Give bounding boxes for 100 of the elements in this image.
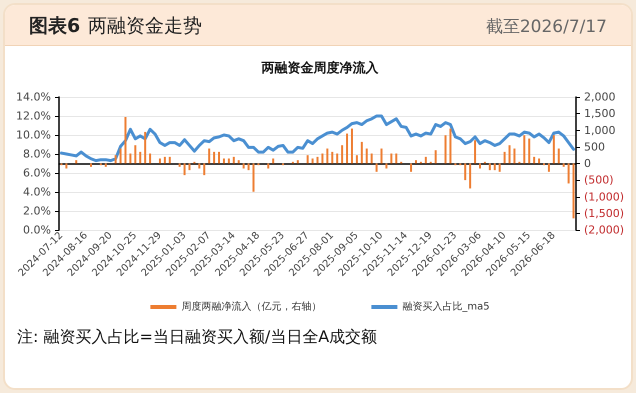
bar — [414, 160, 417, 164]
bar — [464, 164, 466, 180]
line-series — [60, 114, 576, 162]
bar — [222, 158, 225, 164]
bar — [242, 164, 245, 168]
bar — [508, 145, 511, 164]
y-tick-label: 8.0% — [23, 148, 51, 160]
legend-label: 融资买入占比_ma5 — [402, 300, 490, 312]
y2-tick-label: 1,000 — [584, 124, 616, 137]
bar — [184, 164, 186, 176]
y2-tick-label: 2,000 — [584, 90, 616, 104]
bar — [139, 152, 142, 164]
y-tick-label: 6.0% — [23, 166, 51, 180]
bar — [424, 156, 427, 164]
bar — [252, 164, 254, 192]
bar — [346, 134, 348, 164]
bar — [218, 152, 220, 164]
y2-tick-label: 500 — [584, 140, 605, 154]
bar — [562, 164, 565, 167]
bar — [360, 142, 363, 164]
bar — [144, 132, 146, 164]
y2-tick-label: (1,500) — [584, 206, 624, 220]
bar — [376, 164, 378, 172]
y-tick-label: 10.0% — [16, 128, 51, 142]
bar — [331, 152, 334, 164]
bar — [478, 164, 481, 168]
y-tick-label: 12.0% — [16, 110, 51, 122]
bar — [124, 116, 126, 164]
bar — [158, 158, 161, 164]
text: 截至2026/7/17 — [486, 16, 607, 38]
bar — [213, 152, 216, 164]
bar — [238, 160, 240, 164]
bar — [385, 164, 388, 168]
bar — [356, 155, 358, 164]
bar — [129, 154, 132, 164]
y-tick-label: 4.0% — [23, 186, 51, 198]
bar — [203, 164, 206, 176]
bar — [494, 164, 496, 170]
text: 两融资金走势 — [88, 15, 202, 37]
bar — [120, 148, 122, 164]
bar — [533, 156, 536, 164]
bar — [558, 148, 560, 164]
bar — [538, 158, 540, 164]
bar — [410, 164, 412, 172]
text: 图表6 — [29, 15, 80, 37]
bar — [134, 145, 136, 164]
bar — [434, 150, 437, 164]
bar — [390, 154, 392, 164]
bar — [321, 154, 324, 164]
bar — [449, 128, 452, 164]
bar — [528, 138, 530, 164]
bar — [523, 135, 526, 164]
bar — [248, 164, 250, 170]
bar — [164, 156, 166, 164]
bar — [513, 148, 516, 164]
y2-tick-label: (1,000) — [584, 190, 624, 204]
bar — [296, 160, 299, 164]
bar — [232, 156, 235, 164]
bar — [568, 164, 570, 184]
bar — [168, 156, 171, 164]
bar — [178, 164, 181, 167]
bar — [228, 158, 230, 164]
bar — [469, 164, 472, 188]
text: 注: 融资买入占比=当日融资买入额/当日全A成交额 — [17, 326, 378, 348]
bar — [572, 164, 575, 218]
bar — [104, 164, 107, 167]
bar — [350, 128, 353, 164]
y-tick-label: 0.0% — [23, 224, 51, 236]
bar — [370, 154, 373, 164]
bar — [498, 164, 501, 172]
bar — [208, 148, 210, 164]
bar — [267, 164, 270, 168]
bar — [341, 145, 344, 164]
bar — [326, 148, 328, 164]
bar — [65, 164, 68, 168]
bar — [336, 154, 338, 164]
bar — [488, 164, 491, 170]
y-tick-label: 14.0% — [16, 90, 51, 104]
bar — [114, 155, 117, 164]
bar — [188, 164, 190, 170]
bar — [312, 158, 314, 164]
bar — [366, 148, 368, 164]
bar — [444, 135, 447, 164]
bar — [316, 156, 318, 164]
bar — [552, 135, 555, 164]
bar — [75, 160, 78, 164]
y-tick-label: 2.0% — [23, 204, 51, 218]
bar — [395, 154, 398, 164]
y2-tick-label: 0 — [584, 157, 591, 170]
bar — [380, 148, 383, 164]
bar — [504, 152, 506, 164]
bar — [90, 164, 92, 167]
y2-tick-label: (500) — [584, 174, 614, 187]
bar — [149, 154, 152, 164]
bar — [548, 164, 550, 172]
chart-title: 两融资金周度净流入 — [260, 60, 380, 76]
y2-tick-label: (2,000) — [584, 224, 624, 236]
bar — [306, 155, 309, 164]
bar — [474, 140, 476, 164]
legend-label: 周度两融净流入（亿元，右轴） — [181, 300, 322, 312]
